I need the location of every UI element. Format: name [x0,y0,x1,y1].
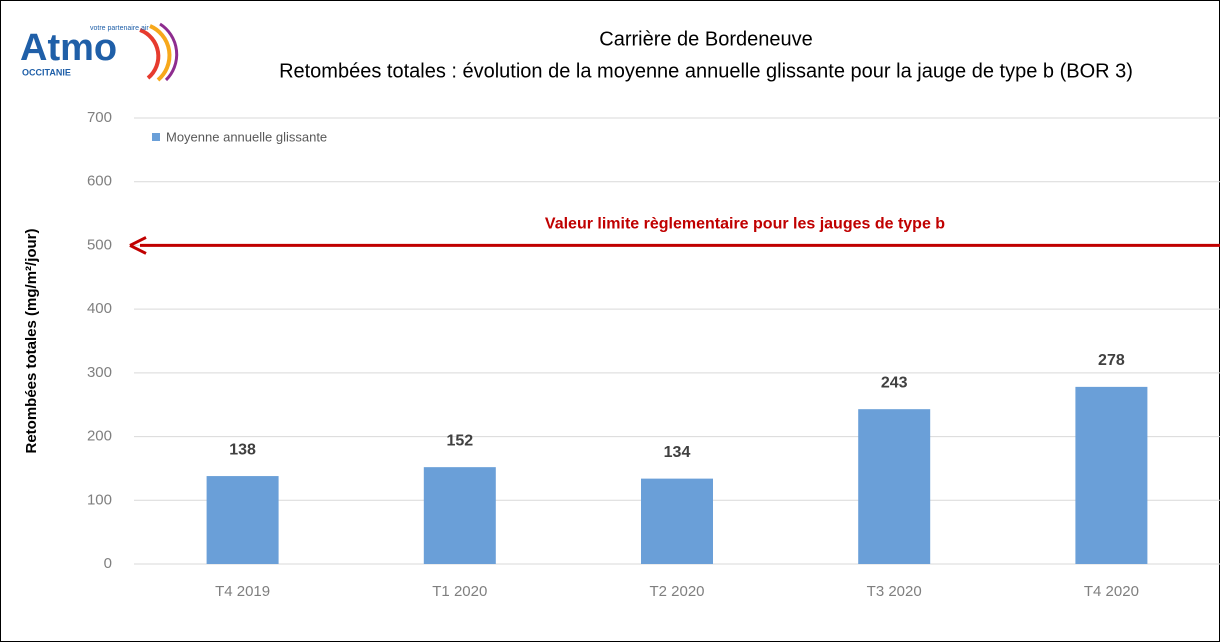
logo-region: OCCITANIE [22,67,71,77]
y-tick-label: 700 [87,109,112,126]
y-tick-label: 600 [87,173,112,190]
y-tick-label: 400 [87,300,112,317]
y-tick-label: 0 [104,555,112,572]
y-tick-label: 100 [87,491,112,508]
value-label: 134 [664,444,691,461]
y-tick-label: 300 [87,364,112,381]
logo-name: Atmo [20,27,117,69]
bar [858,409,931,564]
logo: Atmo OCCITANIE votre partenaire air [20,22,179,82]
value-label: 278 [1098,352,1125,369]
legend-label: Moyenne annuelle glissante [166,129,327,144]
chart-title: Carrière de Bordeneuve [599,28,812,50]
bar [641,478,713,564]
y-axis-label: Retombées totales (mg/m²/jour) [23,228,40,453]
x-tick-label: T1 2020 [432,583,487,600]
x-tick-label: T4 2019 [215,583,270,600]
logo-arc [139,28,161,80]
chart-subtitle: Retombées totales : évolution de la moye… [279,60,1133,82]
bar [206,476,279,564]
logo-tagline: votre partenaire air [90,25,149,32]
x-tick-label: T2 2020 [649,583,704,600]
y-tick-label: 500 [87,236,112,253]
value-label: 138 [229,441,256,458]
value-label: 152 [446,432,473,449]
x-tick-label: T4 2020 [1084,583,1139,600]
logo-arc [149,24,172,82]
y-tick-label: 200 [87,428,112,445]
threshold-label: Valeur limite règlementaire pour les jau… [545,216,945,233]
threshold-arrowhead [129,236,147,255]
x-tick-label: T3 2020 [867,583,922,600]
legend-swatch [152,133,160,141]
bar [423,467,496,564]
logo-arc [159,22,179,82]
bar [1075,386,1148,564]
value-label: 243 [881,374,908,391]
